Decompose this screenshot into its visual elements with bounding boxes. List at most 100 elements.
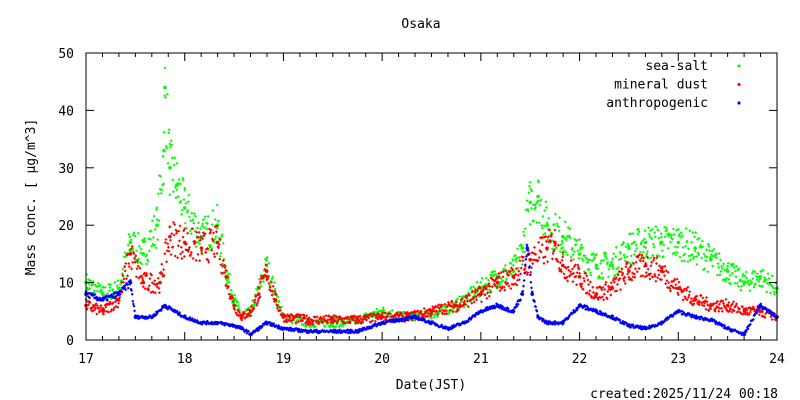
data-marks — [84, 66, 779, 337]
data-point — [199, 246, 204, 250]
legend-label: sea-salt — [645, 59, 708, 74]
data-point — [249, 332, 253, 337]
data-point — [536, 194, 540, 199]
data-point — [215, 240, 220, 245]
data-point — [429, 320, 434, 325]
data-point — [560, 234, 565, 239]
data-point — [742, 309, 747, 314]
data-point — [725, 303, 730, 308]
data-point — [577, 275, 582, 279]
data-point — [545, 223, 549, 227]
data-point — [610, 263, 614, 268]
data-point — [128, 280, 133, 285]
data-point — [643, 326, 648, 331]
data-point — [530, 292, 534, 296]
data-point — [479, 309, 483, 314]
data-point — [116, 292, 121, 296]
y-axis-label: Mass conc. [ μg/m^3] — [24, 119, 39, 276]
data-point — [560, 263, 565, 268]
series-anthropogenic — [84, 243, 779, 337]
data-point — [725, 269, 730, 273]
legend-marker — [737, 101, 741, 105]
data-point — [100, 298, 105, 302]
data-point — [758, 275, 763, 279]
data-point — [742, 280, 747, 285]
data-point — [545, 320, 549, 325]
data-point — [232, 323, 236, 328]
data-point — [511, 309, 516, 314]
data-point — [528, 257, 533, 262]
data-point — [256, 292, 261, 296]
legend-marker — [737, 82, 741, 87]
data-point — [594, 263, 599, 268]
data-point — [709, 303, 713, 308]
data-point — [553, 240, 557, 245]
data-point — [224, 275, 228, 279]
data-point — [163, 85, 167, 90]
data-point — [281, 315, 286, 319]
data-point — [479, 292, 483, 296]
data-point — [758, 309, 763, 314]
x-tick-label: 20 — [374, 352, 390, 367]
data-point — [693, 315, 697, 319]
data-point — [168, 166, 172, 170]
data-point — [758, 303, 763, 308]
y-tick-label: 10 — [58, 277, 74, 292]
data-point — [264, 269, 269, 273]
data-point — [380, 315, 384, 319]
data-point — [163, 303, 167, 308]
data-point — [429, 309, 434, 314]
x-tick-label: 23 — [670, 352, 686, 367]
x-tick-label: 19 — [276, 352, 292, 367]
data-point — [281, 326, 286, 331]
data-point — [577, 303, 582, 308]
data-point — [182, 206, 187, 210]
data-point — [709, 257, 713, 262]
y-tick-label: 0 — [66, 334, 74, 349]
data-point — [520, 292, 525, 296]
data-point — [264, 320, 269, 325]
series-trace — [84, 243, 778, 337]
x-tick-label: 17 — [78, 352, 94, 367]
data-point — [168, 234, 172, 239]
data-point — [627, 323, 631, 328]
x-tick-label: 24 — [769, 352, 785, 367]
data-point — [659, 320, 664, 325]
series-mineral-dust — [84, 220, 779, 326]
data-point — [100, 292, 105, 296]
data-point — [116, 286, 121, 291]
data-point — [158, 280, 162, 285]
data-point — [511, 275, 516, 279]
data-point — [742, 332, 747, 337]
data-point — [643, 240, 648, 245]
data-point — [306, 318, 310, 322]
data-point — [355, 318, 360, 322]
axes: 0 10 20 30 40 50 17 18 19 20 21 22 23 24 — [58, 47, 785, 367]
data-point — [150, 315, 154, 319]
chart-title: Osaka — [401, 17, 440, 32]
x-tick-label: 18 — [177, 352, 193, 367]
data-point — [659, 269, 664, 273]
created-timestamp: created:2025/11/24 00:18 — [590, 387, 778, 400]
data-point — [462, 320, 466, 325]
data-point — [495, 303, 500, 308]
data-point — [355, 329, 360, 334]
data-point — [659, 240, 664, 245]
data-point — [182, 315, 187, 319]
series-trace — [84, 220, 778, 326]
data-point — [693, 246, 697, 250]
data-point — [693, 298, 697, 302]
data-point — [141, 280, 146, 285]
data-point — [173, 309, 177, 314]
data-point — [155, 223, 159, 227]
legend-marker — [737, 64, 741, 68]
data-point — [676, 309, 681, 314]
data-point — [116, 298, 121, 302]
data-point — [249, 309, 253, 314]
data-point — [215, 320, 220, 325]
data-point — [128, 240, 133, 245]
data-point — [594, 292, 599, 296]
data-point — [454, 303, 458, 308]
data-point — [306, 329, 310, 334]
